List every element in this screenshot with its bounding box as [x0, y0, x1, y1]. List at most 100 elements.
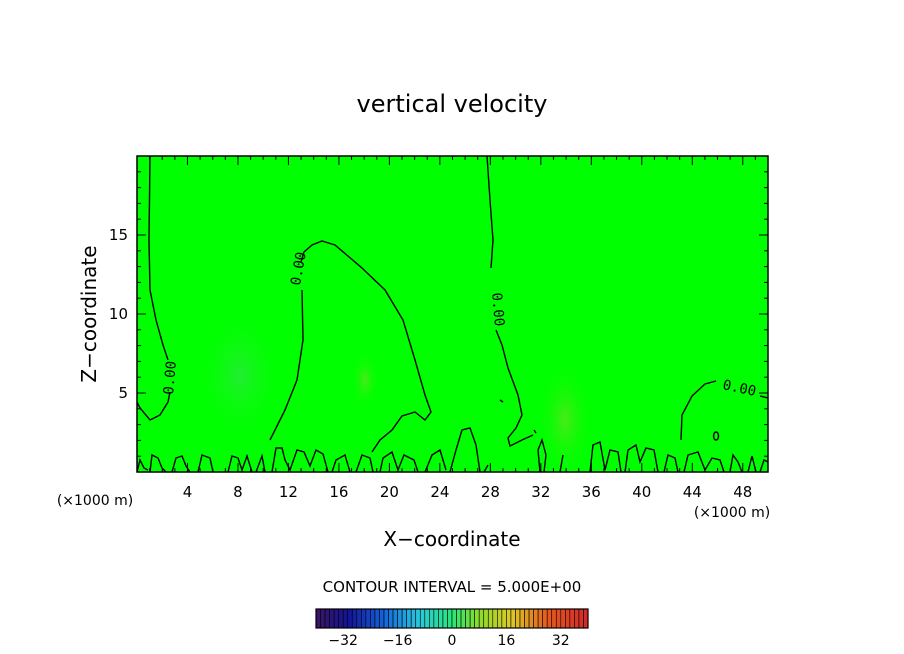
colorbar-cell — [555, 608, 562, 629]
colorbar-cell — [465, 608, 471, 629]
x-tick-label: 20 — [380, 483, 399, 501]
colorbar-cell — [320, 608, 326, 629]
colorbar-cell — [560, 608, 566, 629]
x-tick-label: 16 — [329, 483, 348, 501]
colorbar-cell — [492, 608, 498, 629]
velocity-blob-west — [195, 305, 285, 445]
colorbar-cell — [451, 608, 457, 629]
colorbar-cell — [460, 608, 466, 629]
x-tick-label: 24 — [430, 483, 449, 501]
colorbar-tick-label: −32 — [328, 633, 358, 649]
colorbar-cell — [447, 608, 453, 629]
colorbar-cell — [483, 608, 489, 629]
x-tick-label: 8 — [233, 483, 243, 501]
colorbar-cell — [329, 608, 335, 629]
colorbar-cell — [546, 608, 553, 629]
y-tick-label: 5 — [118, 384, 128, 402]
colorbar-cell — [370, 608, 376, 629]
colorbar-cell — [551, 608, 557, 629]
velocity-blob-east — [537, 360, 593, 472]
colorbar-cell — [574, 608, 580, 629]
colorbar-cell — [351, 608, 358, 629]
colorbar-cell — [456, 608, 462, 629]
x-tick-label: 36 — [582, 483, 601, 501]
colorbar-cell — [474, 608, 480, 629]
colorbar-cell — [542, 608, 548, 629]
contour-label-left: 0.00 — [161, 360, 180, 395]
zero-contours — [137, 156, 768, 472]
contour-dome — [269, 240, 432, 453]
colorbar-cell — [315, 608, 321, 629]
colorbar-cell — [324, 608, 330, 629]
contour-center — [486, 156, 534, 448]
colorbar-cell — [565, 608, 571, 629]
colorbar-cell — [406, 608, 412, 629]
plot-area: 0.00 0.00 0.00 0.00 — [136, 155, 769, 473]
x-units-right: (×1000 m) — [694, 505, 770, 521]
x-tick-label: 4 — [183, 483, 193, 501]
colorbar-cell — [438, 608, 444, 629]
y-tick-label: 15 — [109, 226, 128, 244]
colorbar-cell — [497, 608, 503, 629]
colorbar-cell — [397, 608, 403, 629]
contour-small-loop-2 — [499, 399, 504, 403]
colorbar-cell — [419, 608, 426, 629]
colorbar-cell — [569, 608, 575, 629]
x-axis: 4 8 12 16 20 24 28 32 36 40 44 48 — [149, 156, 756, 501]
colorbar-cell — [392, 608, 398, 629]
colorbar-cell — [519, 608, 525, 629]
colorbar-cell — [379, 608, 385, 629]
colorbar-cell — [528, 608, 534, 629]
colorbar-ticks: −32 −16 0 16 32 — [328, 633, 569, 649]
colorbar-cell — [333, 608, 339, 629]
x-axis-label: X−coordinate — [383, 527, 520, 551]
colorbar-cell — [501, 608, 507, 629]
colorbar-cell — [515, 608, 521, 629]
colorbar-cell — [433, 608, 439, 629]
colorbar-cell — [583, 608, 589, 629]
colorbar-cell — [415, 608, 421, 629]
colorbar-cell — [510, 608, 516, 629]
colorbar-cell — [429, 608, 435, 629]
contour-right — [680, 380, 768, 441]
contour-left — [137, 156, 171, 421]
contour-surface-noise — [137, 427, 768, 472]
x-tick-label: 48 — [733, 483, 752, 501]
contour-label-dome: 0.00 — [288, 251, 310, 287]
contour-label-center: 0.00 — [488, 292, 507, 327]
colorbar-tick-label: 32 — [552, 633, 570, 649]
contour-small-loop-1 — [712, 431, 720, 441]
contour-interval-text: CONTOUR INTERVAL = 5.000E+00 — [323, 578, 582, 596]
y-axis-label: Z−coordinate — [77, 245, 101, 382]
colorbar-cell — [478, 608, 485, 629]
colorbar-cell — [578, 608, 584, 629]
chart-title: vertical velocity — [357, 90, 548, 118]
contour-labels: 0.00 0.00 0.00 0.00 — [161, 251, 757, 400]
colorbar-cell — [424, 608, 430, 629]
colorbar-cell — [374, 608, 380, 629]
y-tick-label: 10 — [109, 305, 128, 323]
x-tick-label: 12 — [279, 483, 298, 501]
colorbar — [315, 608, 589, 629]
colorbar-cell — [487, 608, 494, 629]
colorbar-cell — [524, 608, 530, 629]
colorbar-cell — [442, 608, 448, 629]
x-tick-label: 32 — [531, 483, 550, 501]
colorbar-cell — [388, 608, 394, 629]
colorbar-cell — [410, 608, 417, 629]
colorbar-cell — [365, 608, 371, 629]
colorbar-tick-label: −16 — [383, 633, 413, 649]
colorbar-cell — [361, 608, 367, 629]
x-units-left: (×1000 m) — [57, 493, 133, 509]
colorbar-cell — [401, 608, 407, 629]
colorbar-frame — [315, 608, 589, 629]
contour-label-right: 0.00 — [721, 377, 757, 400]
x-tick-label: 44 — [683, 483, 702, 501]
x-tick-label: 40 — [632, 483, 651, 501]
colorbar-cell — [356, 608, 362, 629]
colorbar-tick-label: 0 — [448, 633, 457, 649]
y-axis: 5 10 15 — [109, 171, 768, 457]
x-tick-label: 28 — [481, 483, 500, 501]
contour-small-loop-3 — [533, 429, 537, 434]
